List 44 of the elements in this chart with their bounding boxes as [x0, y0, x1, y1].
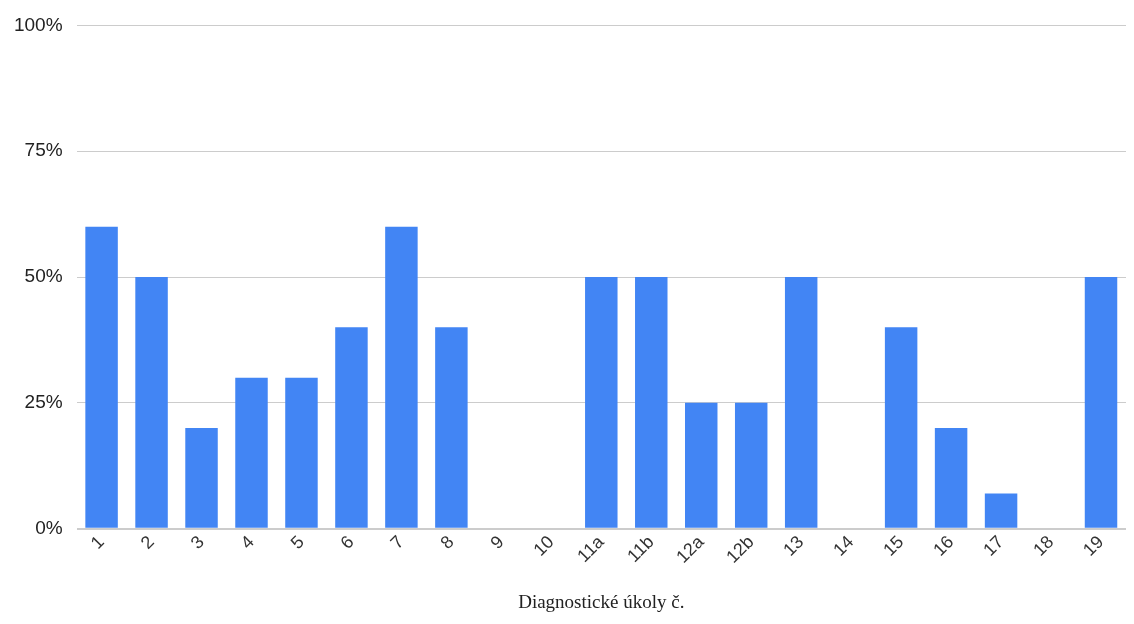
x-tick-label: 15: [879, 531, 908, 560]
x-tick-label: 7: [386, 531, 408, 553]
y-tick-label: 50%: [24, 265, 63, 287]
x-tick-label: 6: [336, 531, 358, 553]
bar: [635, 277, 668, 528]
x-tick-label: 14: [829, 531, 858, 560]
x-tick-label: 16: [929, 531, 958, 560]
y-tick-label: 0%: [35, 516, 63, 538]
bar: [85, 226, 118, 528]
bar: [884, 327, 918, 528]
x-tick-label: 1: [86, 531, 108, 553]
x-tick-label: 13: [779, 531, 808, 560]
x-tick-label: 8: [436, 531, 458, 553]
bar: [435, 327, 468, 528]
bar: [385, 226, 418, 528]
x-tick-label: 4: [236, 531, 258, 553]
bar: [784, 277, 818, 528]
bar: [685, 402, 718, 528]
bar: [185, 428, 218, 528]
y-tick-label: 25%: [24, 391, 63, 413]
x-tick-label: 17: [979, 531, 1008, 560]
bar: [1084, 277, 1118, 528]
x-axis-title: Diagnostické úkoly č.: [518, 590, 685, 612]
x-tick-label: 3: [186, 531, 208, 553]
bar: [585, 277, 618, 528]
x-tick-label: 18: [1029, 531, 1058, 560]
x-tick-label: 11a: [573, 530, 609, 566]
bar: [984, 493, 1018, 528]
bar: [335, 327, 368, 528]
x-tick-label: 2: [136, 531, 158, 553]
bar: [285, 377, 318, 528]
x-tick-label: 9: [486, 531, 508, 553]
bar: [734, 402, 768, 528]
bar: [135, 277, 168, 528]
x-tick-label: 10: [529, 531, 558, 560]
y-tick-label: 75%: [24, 139, 63, 161]
bar: [934, 428, 968, 528]
bar: [235, 377, 268, 528]
x-tick-label: 11b: [623, 531, 658, 566]
x-tick-label: 19: [1079, 531, 1108, 560]
y-tick-label: 100%: [13, 13, 63, 35]
x-tick-label: 12b: [722, 531, 758, 567]
x-tick-label: 5: [286, 531, 308, 553]
x-tick-label: 12a: [672, 530, 709, 567]
